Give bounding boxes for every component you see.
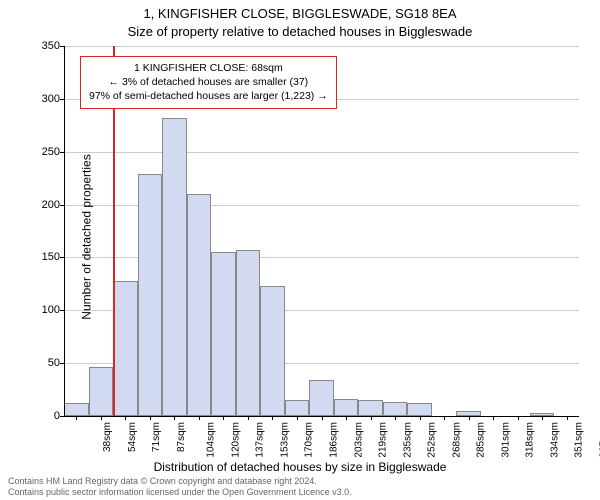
- x-tick-label: 120sqm: [230, 422, 241, 458]
- infobox-line2: ← 3% of detached houses are smaller (37): [89, 75, 328, 89]
- y-tick-label: 100: [24, 304, 60, 316]
- gridline: [64, 46, 579, 47]
- x-axis-label: Distribution of detached houses by size …: [0, 460, 600, 474]
- y-tick-mark: [60, 363, 64, 364]
- histogram-bar: [236, 250, 261, 416]
- histogram-bar: [285, 400, 310, 416]
- x-tick-label: 137sqm: [255, 422, 266, 458]
- x-tick-mark: [125, 416, 126, 420]
- x-tick-mark: [76, 416, 77, 420]
- histogram-bar: [260, 286, 285, 416]
- histogram-bar: [407, 403, 432, 416]
- histogram-bar: [187, 194, 212, 416]
- x-tick-mark: [371, 416, 372, 420]
- x-tick-mark: [420, 416, 421, 420]
- x-tick-mark: [444, 416, 445, 420]
- infobox-line1: 1 KINGFISHER CLOSE: 68sqm: [89, 61, 328, 75]
- x-tick-mark: [346, 416, 347, 420]
- x-tick-mark: [518, 416, 519, 420]
- y-tick-mark: [60, 257, 64, 258]
- x-tick-mark: [150, 416, 151, 420]
- y-tick-label: 150: [24, 251, 60, 263]
- y-tick-label: 350: [24, 40, 60, 52]
- chart-title-sub: Size of property relative to detached ho…: [0, 24, 600, 39]
- x-tick-mark: [567, 416, 568, 420]
- histogram-bar: [113, 281, 138, 416]
- x-tick-mark: [322, 416, 323, 420]
- footer-line1: Contains HM Land Registry data © Crown c…: [8, 476, 352, 487]
- x-tick-mark: [174, 416, 175, 420]
- histogram-bar: [211, 252, 236, 416]
- attribution-footer: Contains HM Land Registry data © Crown c…: [8, 476, 352, 498]
- y-tick-mark: [60, 205, 64, 206]
- x-tick-label: 301sqm: [500, 422, 511, 458]
- x-tick-label: 203sqm: [353, 422, 364, 458]
- x-tick-mark: [395, 416, 396, 420]
- histogram-bar: [334, 399, 359, 416]
- x-tick-label: 170sqm: [304, 422, 315, 458]
- x-tick-mark: [223, 416, 224, 420]
- x-tick-label: 87sqm: [176, 422, 187, 452]
- x-tick-mark: [542, 416, 543, 420]
- x-tick-label: 71sqm: [151, 422, 162, 452]
- x-tick-mark: [199, 416, 200, 420]
- x-tick-label: 252sqm: [427, 422, 438, 458]
- y-tick-label: 250: [24, 146, 60, 158]
- histogram-bar: [309, 380, 334, 416]
- x-tick-label: 186sqm: [329, 422, 340, 458]
- y-tick-label: 200: [24, 199, 60, 211]
- histogram-bar: [162, 118, 187, 416]
- y-tick-mark: [60, 416, 64, 417]
- y-axis-line: [64, 46, 65, 416]
- histogram-bar: [383, 402, 408, 416]
- histogram-bar: [358, 400, 383, 416]
- x-tick-mark: [101, 416, 102, 420]
- x-tick-mark: [272, 416, 273, 420]
- y-tick-label: 50: [24, 357, 60, 369]
- y-tick-mark: [60, 152, 64, 153]
- y-tick-label: 300: [24, 93, 60, 105]
- y-tick-mark: [60, 310, 64, 311]
- property-infobox: 1 KINGFISHER CLOSE: 68sqm ← 3% of detach…: [80, 56, 337, 109]
- x-tick-mark: [493, 416, 494, 420]
- x-tick-label: 104sqm: [206, 422, 217, 458]
- x-tick-label: 334sqm: [549, 422, 560, 458]
- y-axis-label: Number of detached properties: [80, 154, 94, 319]
- y-tick-mark: [60, 46, 64, 47]
- x-tick-label: 38sqm: [102, 422, 113, 452]
- footer-line2: Contains public sector information licen…: [8, 487, 352, 498]
- y-tick-label: 0: [24, 410, 60, 422]
- x-tick-label: 235sqm: [402, 422, 413, 458]
- x-tick-mark: [469, 416, 470, 420]
- gridline: [64, 152, 579, 153]
- x-tick-label: 318sqm: [525, 422, 536, 458]
- x-tick-label: 54sqm: [127, 422, 138, 452]
- infobox-line3: 97% of semi-detached houses are larger (…: [89, 89, 328, 103]
- x-tick-label: 153sqm: [280, 422, 291, 458]
- x-tick-mark: [248, 416, 249, 420]
- histogram-bar: [89, 367, 114, 416]
- x-tick-label: 219sqm: [378, 422, 389, 458]
- x-tick-label: 351sqm: [574, 422, 585, 458]
- histogram-bar: [138, 174, 163, 416]
- x-tick-label: 268sqm: [451, 422, 462, 458]
- x-tick-label: 285sqm: [476, 422, 487, 458]
- chart-title-main: 1, KINGFISHER CLOSE, BIGGLESWADE, SG18 8…: [0, 6, 600, 21]
- histogram-bar: [64, 403, 89, 416]
- x-tick-mark: [297, 416, 298, 420]
- y-tick-mark: [60, 99, 64, 100]
